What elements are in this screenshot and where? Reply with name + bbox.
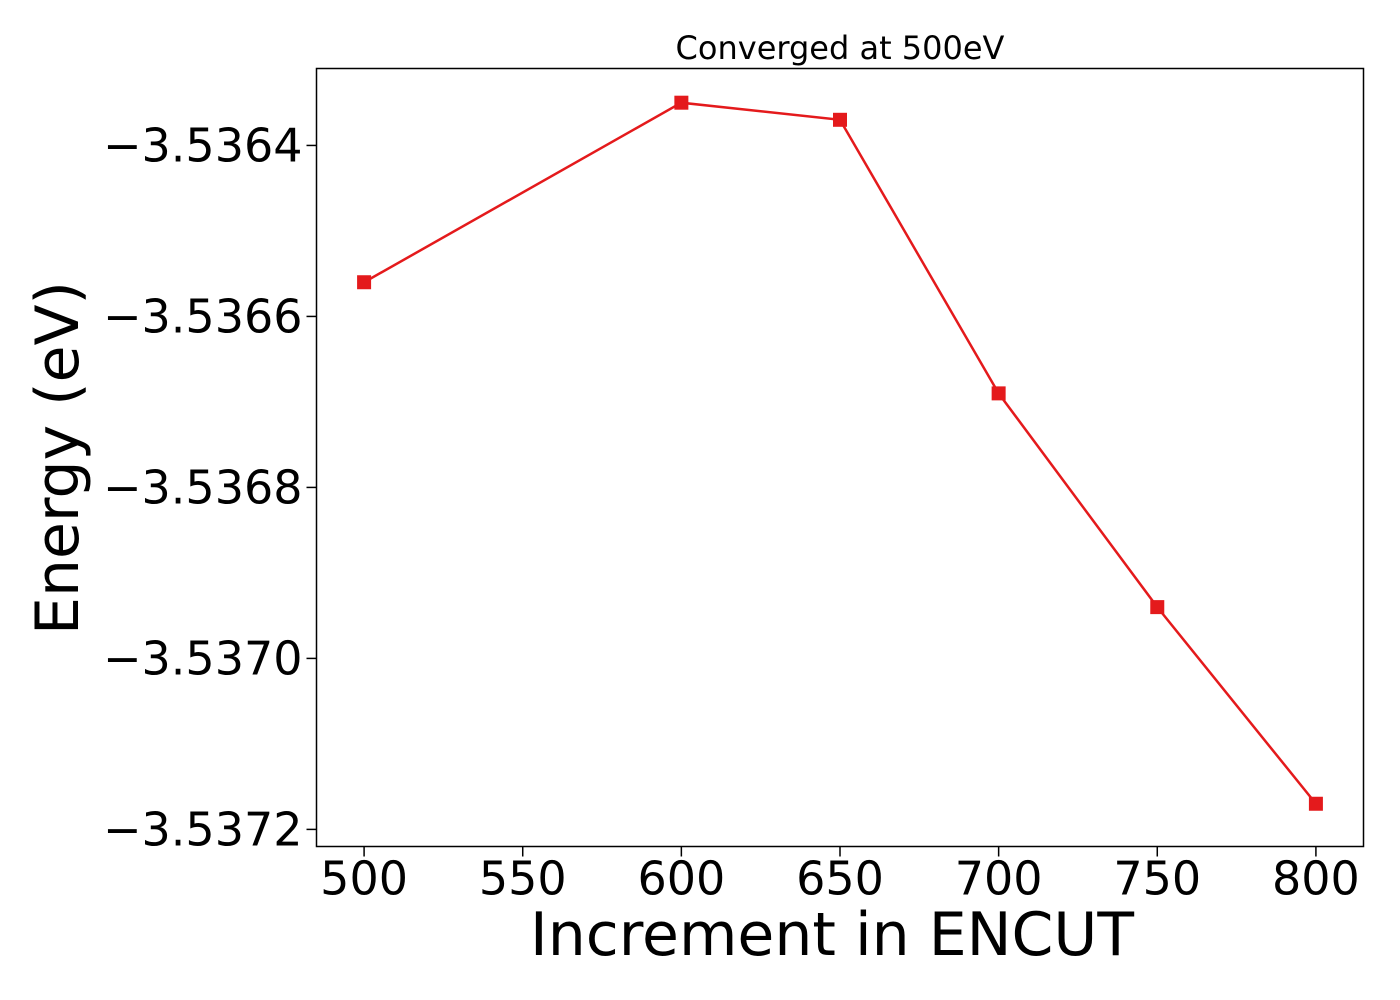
series-layer bbox=[357, 95, 1323, 811]
x-axis: 500 550 600 650 700 750 800 bbox=[320, 846, 1360, 906]
data-point bbox=[833, 112, 847, 127]
data-point bbox=[1308, 796, 1323, 811]
x-axis-label: Increment in ENCUT bbox=[530, 900, 1134, 970]
y-tick-label: −3.5372 bbox=[103, 802, 303, 856]
y-axis: −3.5364 −3.5366 −3.5368 −3.5370 −3.5372 bbox=[103, 118, 317, 856]
data-point bbox=[1150, 600, 1165, 615]
series-line bbox=[363, 101, 1317, 805]
data-point bbox=[674, 95, 689, 110]
data-point bbox=[991, 386, 1006, 401]
y-axis-label: Energy (eV) bbox=[23, 281, 93, 635]
data-point bbox=[357, 275, 372, 290]
chart-title: Converged at 500eV bbox=[676, 29, 1005, 67]
x-tick-label: 800 bbox=[1272, 852, 1360, 906]
x-tick-label: 650 bbox=[796, 852, 884, 906]
x-tick-label: 600 bbox=[637, 852, 725, 906]
x-tick-label: 750 bbox=[1113, 852, 1201, 906]
y-tick-label: −3.5364 bbox=[103, 118, 303, 172]
x-tick-label: 700 bbox=[955, 852, 1043, 906]
y-tick-label: −3.5366 bbox=[103, 289, 303, 343]
x-tick-label: 550 bbox=[479, 852, 567, 906]
y-tick-label: −3.5370 bbox=[103, 631, 303, 685]
x-tick-label: 500 bbox=[320, 852, 408, 906]
y-tick-label: −3.5368 bbox=[103, 460, 303, 514]
plot-frame bbox=[315, 67, 1365, 848]
